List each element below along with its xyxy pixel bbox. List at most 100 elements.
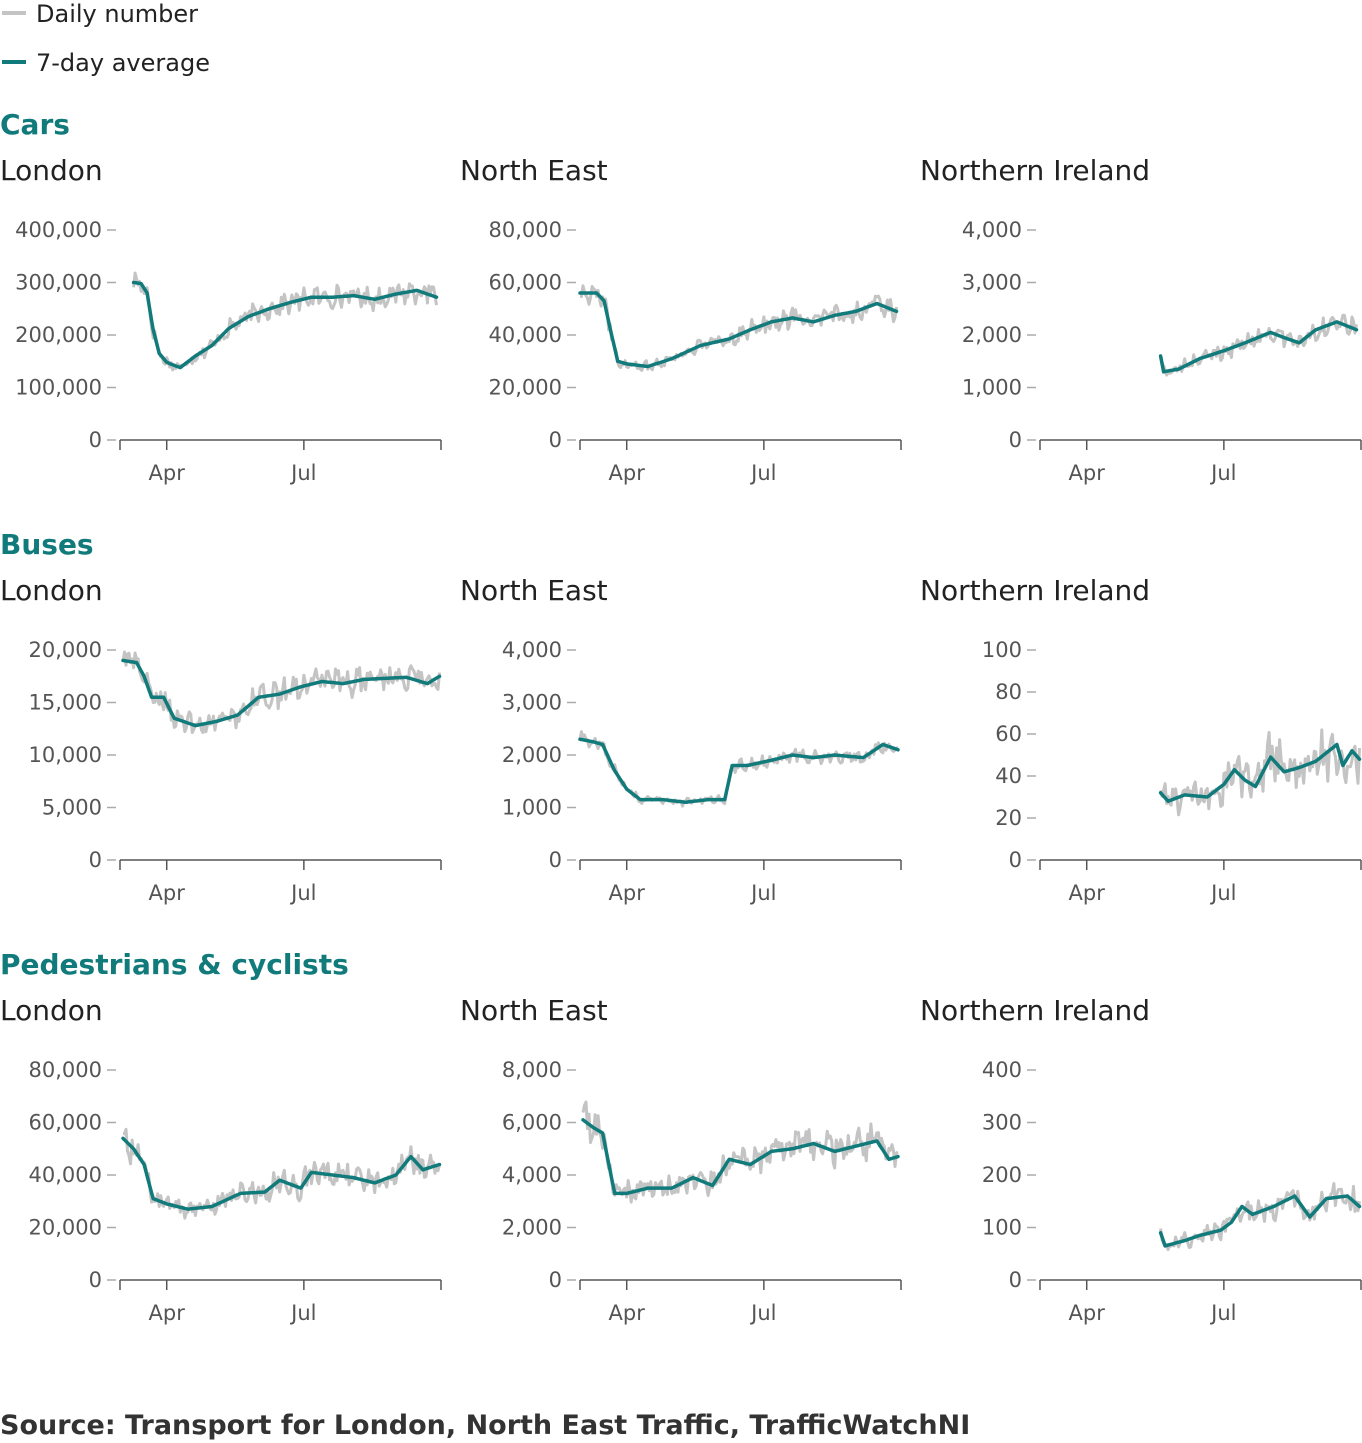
- series-line-7-day-average: [578, 737, 900, 805]
- panel-cars-north-east: North East 0 20,000 40,000 60,000 80,000 Apr Ju…: [460, 154, 902, 485]
- y-tick-label: 1,000: [962, 376, 1022, 400]
- y-tick-label: 60,000: [489, 271, 562, 295]
- series-line-7-day-average: [131, 280, 439, 370]
- y-tick-label: 40: [995, 764, 1022, 788]
- panel-title: North East: [460, 574, 608, 607]
- series-line-7-day-average: [121, 1136, 442, 1211]
- y-tick-label: 0: [89, 848, 102, 872]
- x-tick-label: Jul: [1209, 461, 1236, 485]
- y-tick-label: 80,000: [29, 1058, 102, 1082]
- y-tick-label: 6,000: [502, 1111, 562, 1135]
- y-tick-label: 200: [982, 1163, 1022, 1187]
- panel-buses-north-east: North East 0 1,000 2,000 3,000 4,000 Apr Jul: [460, 574, 902, 905]
- y-tick-label: 2,000: [502, 743, 562, 767]
- series-line-7-day-average: [581, 1118, 900, 1196]
- y-tick-label: 300: [982, 1111, 1022, 1135]
- y-tick-label: 40,000: [29, 1163, 102, 1187]
- section-title-pedestrians: Pedestrians & cyclists: [0, 948, 349, 981]
- y-tick-label: 0: [1009, 848, 1022, 872]
- panel-pedestrians-and-cyclists-northern-ireland: Northern Ireland 0 100 200 300 400 Apr Jul: [920, 994, 1362, 1325]
- y-tick-label: 0: [549, 1268, 562, 1292]
- y-tick-label: 5,000: [42, 796, 102, 820]
- y-tick-label: 20,000: [489, 376, 562, 400]
- small-multiples: London 0 100,000 200,000 300,000 400,000 Apr Ju…: [0, 154, 1362, 1325]
- series-line-daily: [132, 271, 438, 372]
- x-tick-label: Apr: [609, 1301, 646, 1325]
- y-tick-label: 8,000: [502, 1058, 562, 1082]
- source-note: Source: Transport for London, North East…: [0, 1410, 970, 1441]
- series-line-7-day-average: [1158, 742, 1362, 803]
- series-line-7-day-average: [1158, 320, 1359, 374]
- y-tick-label: 1,000: [502, 796, 562, 820]
- y-tick-label: 15,000: [29, 691, 102, 715]
- y-tick-label: 4,000: [502, 638, 562, 662]
- panel-pedestrians-and-cyclists-north-east: North East 0 2,000 4,000 6,000 8,000 Apr Jul: [460, 994, 902, 1325]
- y-tick-label: 0: [1009, 1268, 1022, 1292]
- x-tick-label: Jul: [289, 881, 316, 905]
- y-tick-label: 20: [995, 806, 1022, 830]
- y-tick-label: 80,000: [489, 218, 562, 242]
- series-line-daily: [578, 730, 899, 808]
- legend-label-daily: Daily number: [36, 0, 198, 28]
- y-tick-label: 300,000: [15, 271, 102, 295]
- x-tick-label: Apr: [149, 881, 186, 905]
- y-tick-label: 4,000: [962, 218, 1022, 242]
- x-tick-label: Jul: [749, 881, 776, 905]
- y-tick-label: 60: [995, 722, 1022, 746]
- series-line-daily: [1159, 728, 1361, 817]
- y-tick-label: 400,000: [15, 218, 102, 242]
- y-tick-label: 200,000: [15, 323, 102, 347]
- x-tick-label: Apr: [609, 461, 646, 485]
- panel-title: Northern Ireland: [920, 574, 1150, 607]
- x-tick-label: Jul: [749, 1301, 776, 1325]
- x-tick-label: Jul: [1209, 881, 1236, 905]
- x-tick-label: Apr: [149, 1301, 186, 1325]
- y-tick-label: 60,000: [29, 1111, 102, 1135]
- series-line-7-day-average: [121, 658, 442, 728]
- y-tick-label: 100: [982, 1216, 1022, 1240]
- y-tick-label: 2,000: [502, 1216, 562, 1240]
- x-tick-label: Apr: [1069, 461, 1106, 485]
- panel-title: Northern Ireland: [920, 994, 1150, 1027]
- x-tick-label: Apr: [1069, 881, 1106, 905]
- series-line-7-day-average: [1158, 1194, 1362, 1248]
- panel-title: London: [0, 154, 103, 187]
- section-title-buses: Buses: [0, 528, 94, 561]
- x-tick-label: Apr: [149, 461, 186, 485]
- section-title-cars: Cars: [0, 108, 70, 141]
- panel-title: North East: [460, 994, 608, 1027]
- series-line-daily: [581, 1100, 899, 1204]
- panel-buses-london: London 0 5,000 10,000 15,000 20,000 Apr Jul: [0, 574, 442, 905]
- legend: Daily number 7-day average: [2, 0, 210, 77]
- y-tick-label: 2,000: [962, 323, 1022, 347]
- y-tick-label: 3,000: [962, 271, 1022, 295]
- y-tick-label: 100: [982, 638, 1022, 662]
- y-tick-label: 0: [1009, 428, 1022, 452]
- x-tick-label: Apr: [1069, 1301, 1106, 1325]
- y-tick-label: 0: [549, 848, 562, 872]
- y-tick-label: 0: [549, 428, 562, 452]
- x-tick-label: Jul: [289, 1301, 316, 1325]
- panel-title: Northern Ireland: [920, 154, 1150, 187]
- y-tick-label: 10,000: [29, 743, 102, 767]
- y-tick-label: 0: [89, 428, 102, 452]
- y-tick-label: 3,000: [502, 691, 562, 715]
- y-tick-label: 20,000: [29, 638, 102, 662]
- x-tick-label: Jul: [749, 461, 776, 485]
- series-line-7-day-average: [578, 291, 899, 369]
- series-line-daily: [1159, 313, 1358, 377]
- y-tick-label: 80: [995, 680, 1022, 704]
- legend-label-average: 7-day average: [36, 49, 210, 77]
- panel-title: North East: [460, 154, 608, 187]
- y-tick-label: 400: [982, 1058, 1022, 1082]
- series-line-daily: [579, 284, 898, 372]
- panel-pedestrians-and-cyclists-london: London 0 20,000 40,000 60,000 80,000 Apr Jul: [0, 994, 442, 1325]
- panel-title: London: [0, 994, 103, 1027]
- panel-cars-london: London 0 100,000 200,000 300,000 400,000 Apr Ju…: [0, 154, 442, 485]
- panel-buses-northern-ireland: Northern Ireland 0 20 40 60 80 100 Apr Jul: [920, 574, 1362, 905]
- x-tick-label: Jul: [289, 461, 316, 485]
- y-tick-label: 0: [89, 1268, 102, 1292]
- y-tick-label: 100,000: [15, 376, 102, 400]
